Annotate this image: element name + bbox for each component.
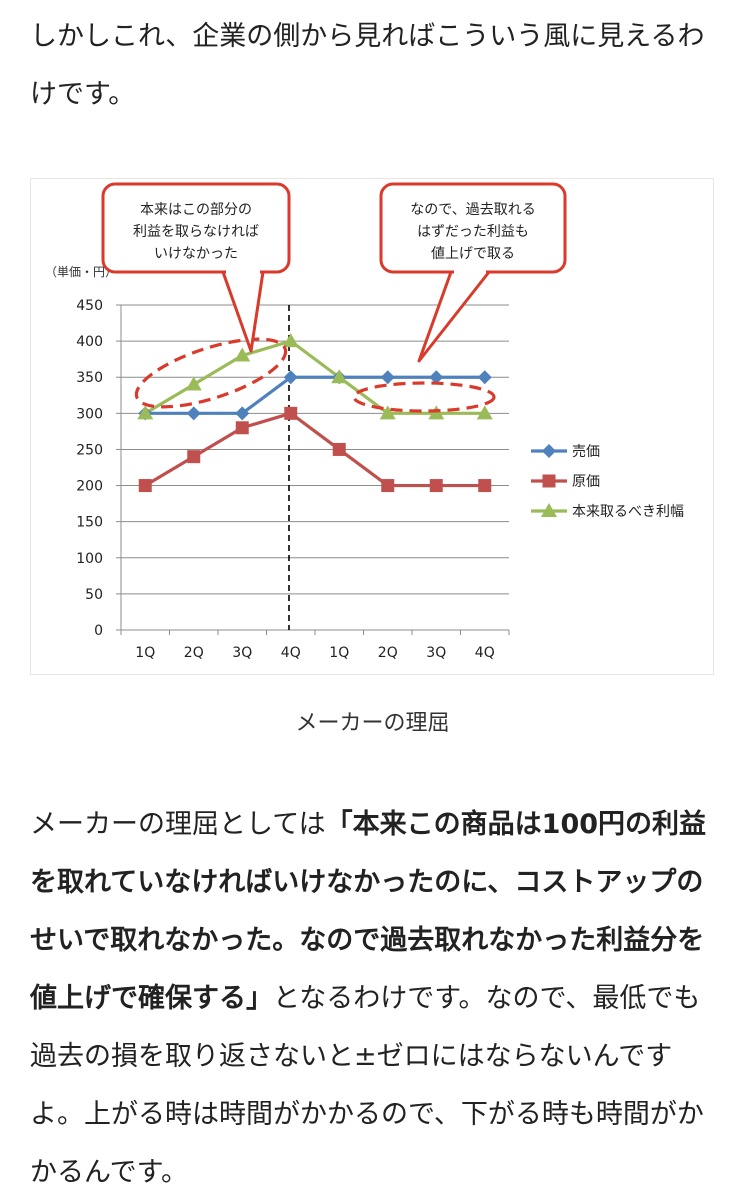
data-point-triangle: [137, 405, 154, 420]
data-point-diamond: [429, 370, 444, 385]
series-line: [144, 411, 485, 488]
chart-caption: メーカーの理屈: [295, 711, 450, 736]
legend-item: 本来取るべき利幅: [531, 503, 684, 520]
series-line: [144, 339, 485, 415]
data-point-square: [332, 442, 346, 456]
callouts: 本来はこの部分の利益を取らなければいけなかったなので、過去取れるはずだった利益も…: [101, 182, 567, 363]
highlight-ellipses: [134, 337, 496, 413]
body-tail: となるわけです。なので、最低でも過去の損を取り返さないと±ゼロにはならないんです…: [30, 983, 704, 1188]
callout-text: 値上げで取る: [431, 246, 515, 262]
data-point-triangle: [282, 333, 299, 348]
callout-text: いけなかった: [154, 246, 238, 262]
y-tick-label: 0: [94, 623, 103, 639]
data-point-triangle: [185, 376, 202, 391]
legend-item: 原価: [531, 474, 600, 490]
chart-frame: 0 50 100 150 200 250 300 350 400 450 1Q 2Q 3Q 4Q 1Q 2Q…: [30, 178, 714, 675]
y-tick-label: 50: [85, 587, 103, 603]
legend-item: 売価: [531, 444, 600, 460]
legend-label: 本来取るべき利幅: [572, 504, 684, 520]
data-point-diamond: [283, 370, 298, 385]
y-tick-label: 400: [76, 334, 103, 350]
series-lines: [144, 339, 485, 488]
data-point-triangle: [379, 405, 396, 420]
series-markers: [137, 333, 493, 493]
x-tick-label: 2Q: [378, 645, 398, 661]
x-tick-label: 4Q: [281, 645, 301, 661]
legend-label: 原価: [572, 474, 600, 490]
data-point-square: [478, 479, 492, 493]
data-point-square: [187, 450, 201, 464]
data-point-diamond: [380, 370, 395, 385]
x-tick-label: 3Q: [232, 645, 252, 661]
axes: [116, 304, 510, 635]
data-point-square: [381, 479, 395, 493]
y-tick-label: 100: [76, 551, 103, 567]
x-tick-label: 3Q: [426, 645, 446, 661]
y-tick-label: 250: [76, 442, 103, 458]
data-point-triangle: [331, 369, 348, 384]
intro-paragraph: しかしこれ、企業の側から見ればこういう風に見えるわけです。: [30, 21, 705, 110]
callout-text: 利益を取らなければ: [133, 224, 259, 240]
data-point-square: [235, 421, 249, 435]
data-point-square: [429, 479, 443, 493]
body-lead: メーカーの理屈としては: [30, 809, 326, 840]
callout-tail: [417, 270, 491, 363]
data-point-diamond: [542, 444, 556, 458]
data-point-square: [138, 479, 152, 493]
y-tick-label: 300: [76, 406, 103, 422]
data-point-diamond: [186, 406, 201, 421]
x-tick-labels: 1Q 2Q 3Q 4Q 1Q 2Q 3Q 4Q: [135, 645, 494, 661]
y-tick-label: 450: [76, 298, 103, 314]
data-point-diamond: [235, 406, 250, 421]
gridlines: [121, 304, 509, 595]
y-tick-label: 150: [76, 515, 103, 531]
line-chart: 0 50 100 150 200 250 300 350 400 450 1Q 2Q 3Q 4Q 1Q 2Q…: [45, 182, 684, 661]
data-point-square: [284, 406, 298, 420]
data-point-square: [542, 474, 556, 488]
callout-box: [101, 182, 291, 274]
highlight-ellipse: [134, 337, 288, 409]
x-tick-label: 2Q: [184, 645, 204, 661]
callout-text: なので、過去取れる: [410, 202, 535, 218]
legend-label: 売価: [572, 444, 600, 460]
data-point-diamond: [477, 370, 492, 385]
y-axis-label: （単価・円）: [45, 265, 117, 279]
x-tick-label: 1Q: [135, 645, 155, 661]
body-paragraph: メーカーの理屈としては「本来この商品は100円の利益を取れていなければいけなかっ…: [30, 796, 720, 1202]
data-point-triangle: [541, 503, 557, 517]
x-tick-label: 4Q: [475, 645, 495, 661]
body-emphasis: 「本来この商品は100円の利益を取れていなければいけなかったのに、コストアップの…: [30, 809, 707, 1014]
highlight-ellipse: [352, 381, 496, 413]
x-tick-label: 1Q: [329, 645, 349, 661]
y-tick-label: 200: [76, 479, 103, 495]
callout-text: 本来はこの部分の: [140, 202, 252, 218]
series-line: [145, 375, 485, 415]
data-point-triangle: [476, 405, 493, 420]
y-tick-labels: 0 50 100 150 200 250 300 350 400 450: [76, 298, 103, 639]
callout-text: はずだった利益も: [417, 224, 529, 240]
data-point-triangle: [234, 347, 251, 362]
y-tick-label: 350: [76, 370, 103, 386]
